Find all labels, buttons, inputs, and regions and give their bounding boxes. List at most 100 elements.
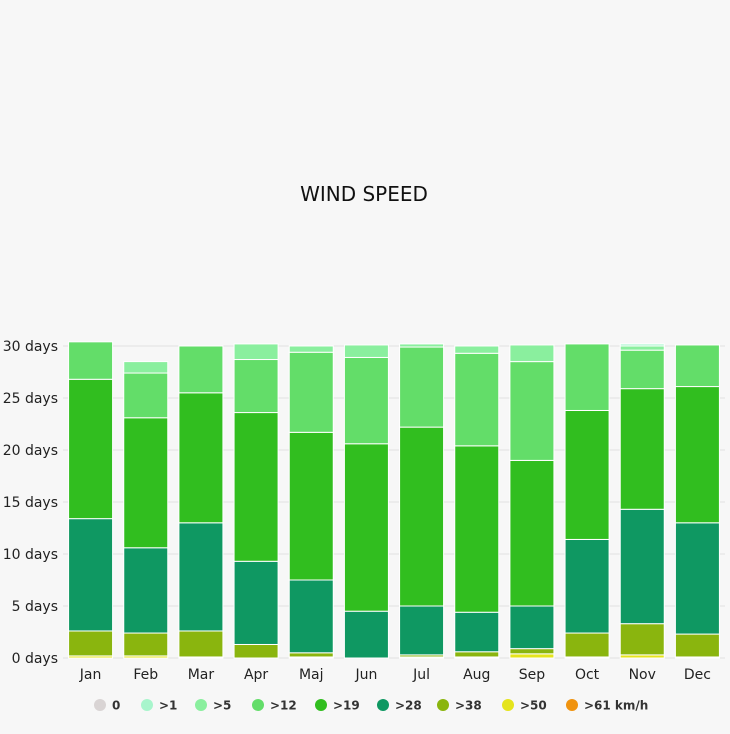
bar-segment[interactable] — [178, 392, 224, 524]
bar-segment[interactable] — [399, 426, 445, 607]
legend-item[interactable]: >19 — [315, 699, 360, 713]
bar-segment[interactable] — [178, 522, 224, 632]
x-tick-label: Jun — [354, 667, 377, 683]
bar-segment[interactable] — [674, 522, 720, 635]
legend-marker — [195, 699, 207, 711]
bar-segment[interactable] — [454, 445, 500, 613]
bar-segment[interactable] — [509, 459, 555, 607]
bar-segment[interactable] — [399, 346, 445, 428]
legend-item[interactable]: 0 — [94, 699, 120, 713]
bar-segment[interactable] — [509, 605, 555, 650]
bar-segment[interactable] — [619, 345, 665, 351]
y-axis: 0 days 5 days 10 days 15 days 20 days 25 days… — [3, 339, 58, 667]
bar-segment[interactable] — [619, 349, 665, 390]
bar-segment[interactable] — [288, 345, 334, 353]
x-axis: Jan Feb Mar Apr Maj Jun Jul Aug Sep Oct Nov Dec — [79, 667, 711, 683]
bar-segment[interactable] — [454, 352, 500, 447]
bar-segment[interactable] — [68, 630, 114, 657]
legend-marker — [377, 699, 389, 711]
legend-item[interactable]: >50 — [502, 699, 547, 713]
y-tick-label: 0 days — [12, 651, 58, 667]
bar-segment[interactable] — [343, 610, 389, 659]
x-tick-label: Feb — [133, 667, 158, 683]
legend-marker — [502, 699, 514, 711]
bar-segment[interactable] — [123, 547, 169, 634]
bar-segment[interactable] — [454, 651, 500, 658]
bar-segment[interactable] — [288, 652, 334, 658]
bar-segment[interactable] — [619, 508, 665, 625]
legend-label: >5 — [213, 699, 231, 713]
bar-segment[interactable] — [343, 443, 389, 612]
legend-item[interactable]: >12 — [252, 699, 297, 713]
x-tick-label: Oct — [575, 667, 600, 683]
bar-segment[interactable] — [233, 359, 279, 414]
legend-label: >1 — [159, 699, 177, 713]
x-tick-label: Dec — [684, 667, 711, 683]
x-tick-label: Maj — [299, 667, 324, 683]
bar-segment[interactable] — [123, 372, 169, 419]
bar-segment[interactable] — [509, 648, 555, 655]
legend-label: >12 — [270, 699, 297, 713]
bar-segment[interactable] — [68, 518, 114, 632]
grid-lines — [63, 345, 725, 659]
y-tick-label: 30 days — [3, 339, 58, 355]
bar-segment[interactable] — [674, 633, 720, 658]
bar-segment[interactable] — [233, 643, 279, 659]
bar-segment[interactable] — [399, 605, 445, 656]
bar-segment[interactable] — [399, 343, 445, 348]
bar-segment[interactable] — [454, 611, 500, 653]
bar-segment[interactable] — [674, 344, 720, 388]
bar-segment[interactable] — [233, 343, 279, 361]
legend-item[interactable]: >5 — [195, 699, 231, 713]
bar-segment[interactable] — [343, 356, 389, 445]
bar-segment[interactable] — [619, 388, 665, 510]
bar-segment[interactable] — [288, 351, 334, 433]
bar-segment[interactable] — [619, 343, 665, 347]
x-tick-label: Apr — [244, 667, 268, 683]
x-tick-label: Sep — [519, 667, 546, 683]
bar-segment[interactable] — [564, 343, 610, 411]
bar-segment[interactable] — [178, 630, 224, 658]
bar-segment[interactable] — [619, 623, 665, 656]
bar-segment[interactable] — [68, 378, 114, 520]
bar-segment[interactable] — [233, 412, 279, 562]
legend-marker — [252, 699, 264, 711]
bar-segment[interactable] — [178, 345, 224, 394]
bar-segment[interactable] — [123, 417, 169, 549]
legend-label: >38 — [455, 699, 482, 713]
legend-label: >19 — [333, 699, 360, 713]
legend: 0 >1 >5 >12 >19 >28 >38 >50 >61 km/h — [94, 699, 648, 713]
bar-segment[interactable] — [674, 386, 720, 524]
bar-segment[interactable] — [288, 431, 334, 581]
bar-segment[interactable] — [509, 653, 555, 659]
bar-segment[interactable] — [288, 579, 334, 654]
bar-segment[interactable] — [454, 345, 500, 354]
y-tick-label: 25 days — [3, 391, 58, 407]
bar-segment[interactable] — [343, 344, 389, 358]
bar-segment[interactable] — [509, 344, 555, 363]
legend-item[interactable]: >61 km/h — [566, 699, 648, 713]
bar-segment[interactable] — [123, 361, 169, 374]
legend-item[interactable]: >28 — [377, 699, 422, 713]
bar-segment[interactable] — [564, 632, 610, 658]
bar-segment[interactable] — [564, 409, 610, 540]
x-tick-label: Nov — [629, 667, 656, 683]
legend-marker — [437, 699, 449, 711]
legend-label: >28 — [395, 699, 422, 713]
chart-title: WIND SPEED — [300, 182, 428, 206]
bar-segment[interactable] — [123, 632, 169, 657]
bar-segment[interactable] — [233, 560, 279, 645]
bar-segment[interactable] — [68, 341, 114, 380]
legend-marker — [141, 699, 153, 711]
bar-segment[interactable] — [564, 538, 610, 634]
legend-item[interactable]: >38 — [437, 699, 482, 713]
y-tick-label: 10 days — [3, 547, 58, 563]
legend-item[interactable]: >1 — [141, 699, 177, 713]
bar-segment[interactable] — [509, 361, 555, 461]
y-tick-label: 5 days — [12, 599, 58, 615]
legend-marker — [315, 699, 327, 711]
y-tick-label: 20 days — [3, 443, 58, 459]
legend-label: 0 — [112, 699, 120, 713]
